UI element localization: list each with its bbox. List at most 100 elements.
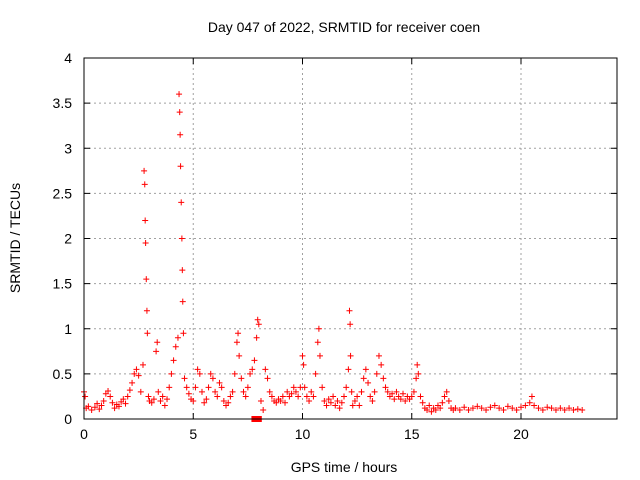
data-point: [419, 399, 426, 406]
data-point: [338, 399, 345, 406]
data-point: [345, 366, 352, 373]
data-point: [148, 399, 155, 406]
data-point: [308, 388, 315, 395]
data-point: [526, 399, 533, 406]
data-point: [183, 384, 190, 391]
data-point: [439, 399, 446, 406]
data-point: [177, 131, 184, 138]
data-point: [574, 406, 581, 413]
data-point: [266, 388, 273, 395]
data-point: [137, 388, 144, 395]
data-point: [207, 370, 214, 377]
data-point: [262, 366, 269, 373]
data-point: [218, 384, 225, 391]
data-point: [393, 388, 400, 395]
data-point: [194, 366, 201, 373]
data-point: [180, 330, 187, 337]
data-point: [384, 388, 391, 395]
data-point: [150, 396, 157, 403]
data-point: [88, 406, 95, 413]
data-point: [343, 384, 350, 391]
data-point: [491, 402, 498, 409]
data-point: [445, 397, 452, 404]
y-tick-label: 2: [64, 231, 72, 247]
data-point: [496, 405, 503, 412]
data-point: [154, 339, 161, 346]
data-point: [178, 199, 185, 206]
data-point: [268, 393, 275, 400]
data-point: [115, 403, 122, 410]
data-point: [135, 372, 142, 379]
data-point: [351, 397, 358, 404]
data-point: [341, 393, 348, 400]
data-point: [142, 217, 149, 224]
data-point: [264, 375, 271, 382]
data-point: [198, 388, 205, 395]
data-point: [397, 396, 404, 403]
data-point: [504, 403, 511, 410]
data-point: [229, 388, 236, 395]
data-point: [111, 405, 118, 412]
data-point: [153, 348, 160, 355]
data-point: [336, 405, 343, 412]
data-point: [273, 399, 280, 406]
data-point: [164, 396, 171, 403]
axis-ticks: [83, 57, 617, 420]
data-point: [365, 379, 372, 386]
data-point: [561, 406, 568, 413]
data-point: [172, 343, 179, 350]
x-tick-label: 10: [295, 426, 311, 442]
data-point: [96, 406, 103, 413]
data-point: [98, 402, 105, 409]
data-point: [323, 402, 330, 409]
data-point: [216, 379, 223, 386]
data-point: [539, 406, 546, 413]
data-point: [168, 370, 175, 377]
data-point: [282, 399, 289, 406]
data-point: [321, 397, 328, 404]
data-point: [141, 167, 148, 174]
data-point: [94, 400, 101, 407]
data-point: [327, 399, 334, 406]
data-point: [334, 397, 341, 404]
data-point: [209, 375, 216, 382]
data-point: [181, 375, 188, 382]
data-point: [279, 393, 286, 400]
data-point: [432, 406, 439, 413]
data-point: [346, 307, 353, 314]
data-point: [174, 334, 181, 341]
data-point: [367, 393, 374, 400]
y-tick-label: 0: [64, 411, 72, 427]
data-point: [478, 405, 485, 412]
y-tick-label: 1.5: [53, 276, 73, 292]
data-point: [129, 379, 136, 386]
data-point: [179, 267, 186, 274]
y-axis-label: SRMTID / TECUs: [7, 183, 23, 293]
data-point: [314, 339, 321, 346]
data-point: [143, 307, 150, 314]
data-point: [456, 406, 463, 413]
data-point: [408, 393, 415, 400]
data-point: [443, 388, 450, 395]
data-point: [107, 393, 114, 400]
data-point: [133, 366, 140, 373]
data-point: [483, 406, 490, 413]
x-tick-label: 5: [189, 426, 197, 442]
data-point: [100, 397, 107, 404]
data-point: [579, 406, 586, 413]
data-point: [378, 361, 385, 368]
y-tick-label: 1: [64, 321, 72, 337]
data-point: [316, 352, 323, 359]
data-point: [531, 402, 538, 409]
data-point: [277, 397, 284, 404]
data-point: [126, 387, 133, 394]
data-point: [410, 388, 417, 395]
data-point: [428, 408, 435, 415]
data-point: [249, 366, 256, 373]
data-point: [257, 397, 264, 404]
data-point: [120, 396, 127, 403]
data-point: [301, 384, 308, 391]
data-point: [288, 390, 295, 397]
data-point: [233, 339, 240, 346]
